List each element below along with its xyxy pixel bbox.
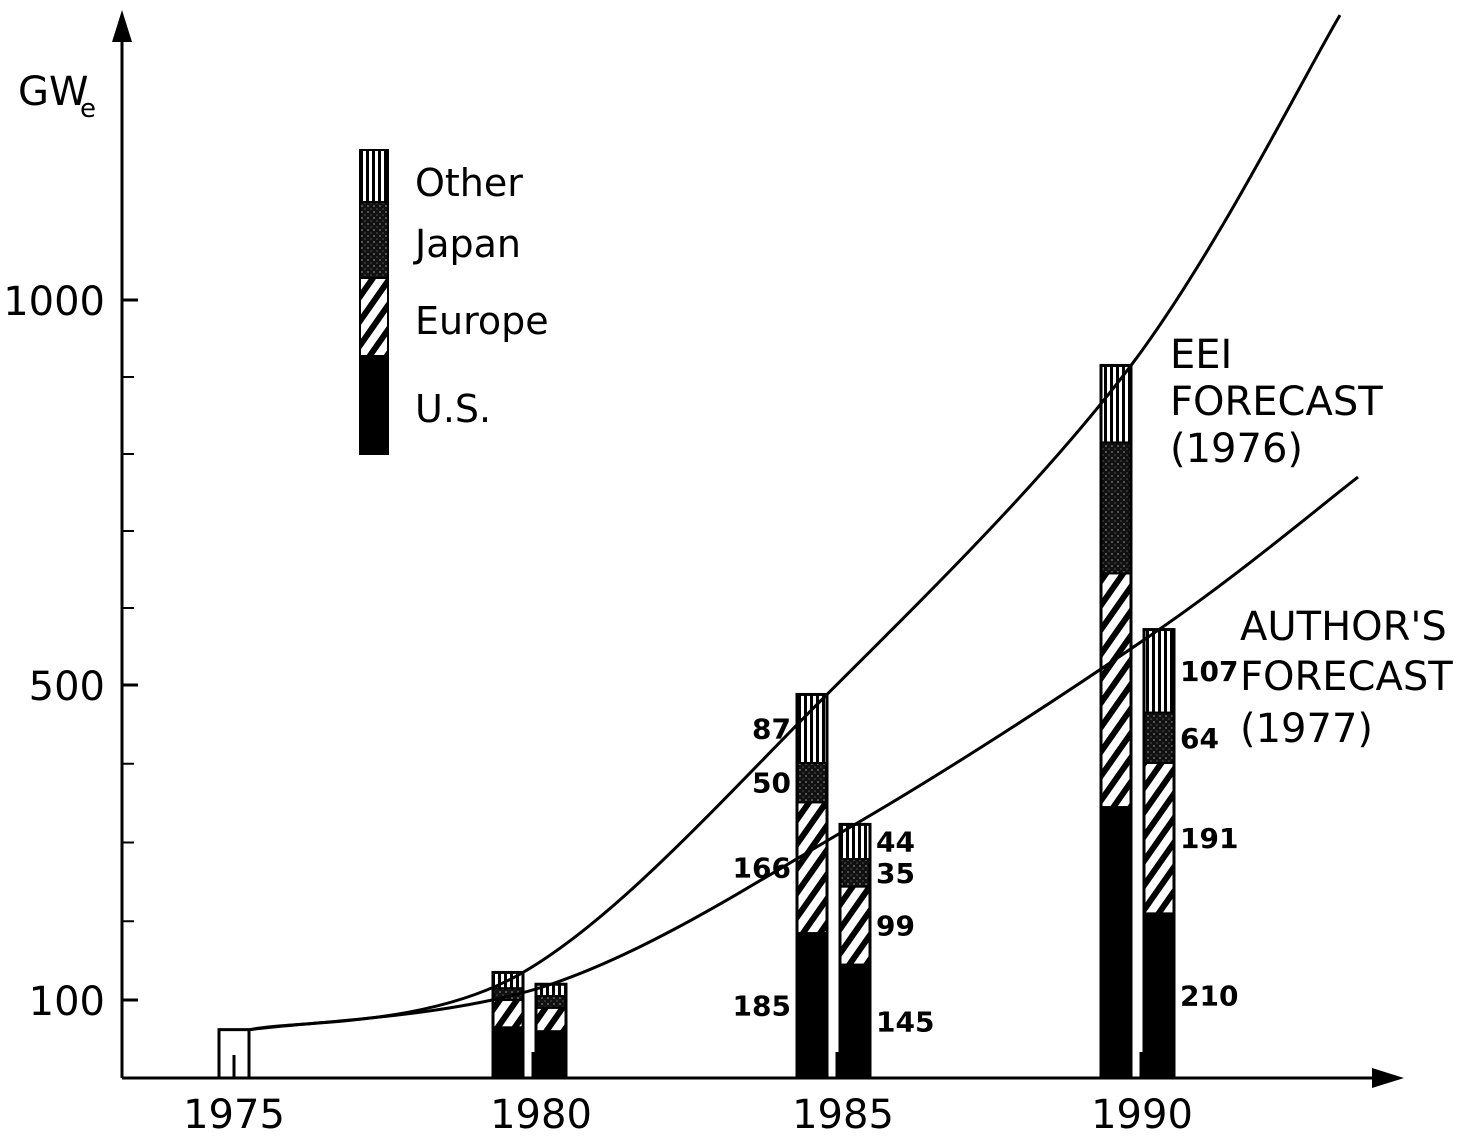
bar-segment-us <box>839 963 871 1079</box>
bar-segment-japan <box>1143 711 1175 764</box>
value-label-other: 44 <box>876 826 915 859</box>
y-axis-unit-main: GW <box>18 69 89 115</box>
bar-1990-author: 210 191 64 107 <box>1142 628 1238 1080</box>
forecast-curves <box>249 14 1359 1032</box>
bar-segment-europe <box>796 801 828 935</box>
bar-segment-us <box>796 932 828 1079</box>
value-label-japan: 35 <box>876 857 915 890</box>
y-tick-label: 100 <box>29 979 105 1025</box>
bar-segment-europe <box>839 885 871 966</box>
author-forecast-label: AUTHOR'S FORECAST (1977) <box>1240 604 1453 752</box>
y-axis-unit: GW e <box>18 69 96 124</box>
x-tick-label: 1990 <box>1091 1092 1193 1136</box>
y-axis-arrow <box>112 10 132 42</box>
legend-label-europe: Europe <box>415 299 549 343</box>
bar-outline <box>795 692 829 1080</box>
bar-segment-japan <box>839 858 871 888</box>
bar-segment-other <box>796 693 828 764</box>
bar-segment-other <box>1100 364 1132 444</box>
y-axis-unit-subscript: e <box>80 94 96 124</box>
bar-segment-japan <box>796 761 828 804</box>
bar-segment-europe <box>1143 761 1175 915</box>
bar-segment-us <box>1143 912 1175 1079</box>
bar-segment-europe <box>1100 572 1132 809</box>
x-tick-label: 1975 <box>183 1092 285 1136</box>
bar-outline <box>1099 363 1133 1080</box>
legend-swatch-other <box>359 149 389 203</box>
x-tick-label: 1985 <box>792 1092 894 1136</box>
bar-segment-us <box>1100 806 1132 1079</box>
legend-label-other: Other <box>415 161 523 205</box>
x-axis-arrow <box>1372 1068 1404 1088</box>
legend-swatch-us <box>359 355 389 455</box>
author-label-line-2: FORECAST <box>1240 654 1453 700</box>
value-label-other: 87 <box>752 713 791 746</box>
bar-segment-japan <box>1100 441 1132 575</box>
eei-label-line-1: EEI <box>1170 332 1232 378</box>
legend-swatch-japan <box>359 201 389 279</box>
legend: Other Japan Europe U.S. <box>359 149 549 455</box>
value-label-us: 145 <box>876 1005 934 1038</box>
value-label-japan: 64 <box>1180 722 1219 755</box>
axes <box>112 10 1404 1088</box>
bar-segment-us <box>492 1026 524 1080</box>
bar-segment-other <box>535 983 567 998</box>
author-label-line-1: AUTHOR'S <box>1240 604 1447 650</box>
bar-1980-eei <box>491 970 525 1080</box>
value-label-other: 107 <box>1180 655 1238 688</box>
y-minor-ticks <box>122 376 134 923</box>
value-label-us: 210 <box>1180 980 1238 1013</box>
value-label-us: 185 <box>733 990 791 1023</box>
bar-1975-eei <box>217 1028 251 1080</box>
x-tick-label: 1980 <box>490 1092 592 1136</box>
y-tick-label: 500 <box>29 664 105 710</box>
eei-label-line-3: (1976) <box>1170 426 1303 472</box>
bar-segment-other <box>1143 628 1175 714</box>
legend-label-japan: Japan <box>413 222 521 266</box>
legend-swatch-europe <box>359 277 389 357</box>
value-label-europe: 191 <box>1180 822 1238 855</box>
value-label-japan: 50 <box>752 767 791 800</box>
y-tick-label: 1000 <box>3 279 105 325</box>
bar-1980-author <box>534 982 568 1080</box>
bar-segment-europe <box>492 999 524 1029</box>
eei-forecast-curve <box>249 14 1342 1032</box>
y-ticks: 100 500 1000 <box>3 279 138 1025</box>
bar-segment-europe <box>535 1006 567 1033</box>
bar-segment-japan <box>535 995 567 1009</box>
author-forecast-curve <box>249 475 1359 1032</box>
bar-1990-eei <box>1099 363 1133 1080</box>
eei-label-line-2: FORECAST <box>1170 379 1383 425</box>
value-label-europe: 99 <box>876 910 915 943</box>
eei-forecast-label: EEI FORECAST (1976) <box>1170 332 1383 472</box>
bar-segment-us <box>535 1030 567 1079</box>
bar-outline <box>491 970 525 1080</box>
legend-label-us: U.S. <box>415 387 491 431</box>
x-ticks: 1975 1980 1985 1990 <box>183 1092 1193 1136</box>
author-label-line-3: (1977) <box>1240 706 1373 752</box>
